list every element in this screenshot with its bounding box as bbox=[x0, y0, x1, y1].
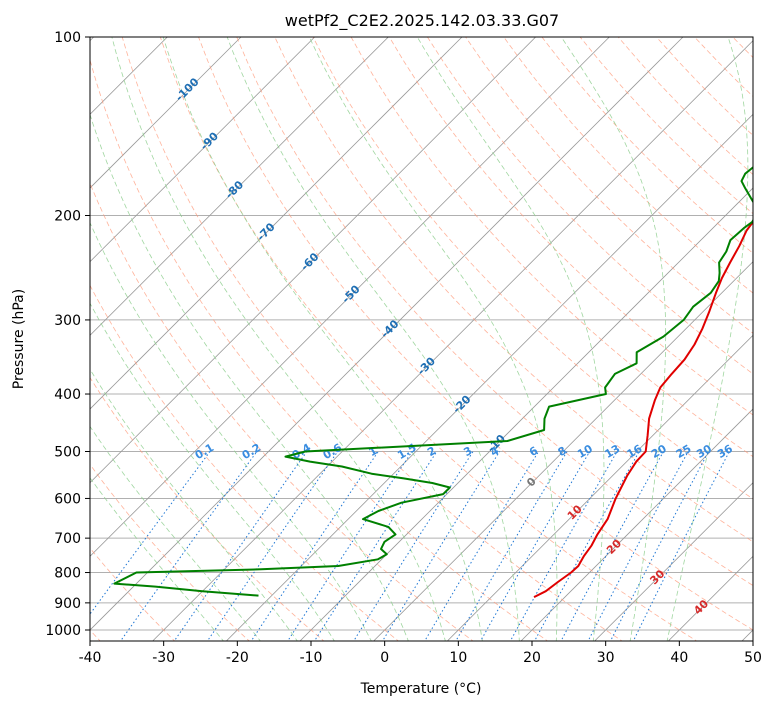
moist-adiabat-line bbox=[226, 37, 520, 641]
mixing-ratio-line bbox=[119, 451, 258, 641]
profile-lines bbox=[113, 166, 753, 598]
y-tick-label: 300 bbox=[54, 313, 81, 329]
mixing-ratio-line bbox=[353, 451, 474, 641]
isotherm-line bbox=[520, 408, 753, 641]
dry-adiabat-line bbox=[503, 37, 753, 294]
mixing-ratio-line bbox=[560, 451, 664, 641]
x-tick-label: 30 bbox=[597, 650, 615, 666]
mixing-ratio-line bbox=[287, 451, 413, 641]
dry-adiabat-line bbox=[121, 37, 623, 641]
y-tick-label: 500 bbox=[54, 444, 81, 460]
isotherm-line bbox=[90, 37, 315, 263]
moist-adiabat-line bbox=[416, 37, 605, 641]
isotherm-line bbox=[225, 113, 753, 641]
moist-adiabat-line bbox=[90, 368, 298, 641]
y-axis-label: Pressure (hPa) bbox=[11, 289, 27, 389]
dry-adiabat-line bbox=[427, 37, 753, 375]
isotherm-line bbox=[152, 40, 753, 641]
y-tick-label: 1000 bbox=[45, 623, 81, 639]
mixing-ratio-line bbox=[632, 451, 730, 641]
isotherm-line bbox=[594, 482, 753, 641]
dry-adiabat-line bbox=[159, 37, 698, 641]
y-tick-label: 100 bbox=[54, 30, 81, 46]
mixing-ratio-line bbox=[424, 451, 539, 641]
dry-adiabat-line bbox=[90, 182, 474, 641]
moist-adiabat-line bbox=[90, 113, 409, 641]
dry-adiabat-line bbox=[198, 37, 753, 631]
dry-adiabat-line bbox=[90, 58, 549, 641]
x-axis-label: Temperature (°C) bbox=[360, 681, 482, 697]
mixing-ratio-line bbox=[313, 451, 438, 641]
mixing-ratio-line bbox=[250, 451, 379, 641]
mixing-ratio-line bbox=[509, 451, 618, 641]
isotherm-line bbox=[90, 37, 242, 189]
dry-adiabat-line bbox=[90, 463, 250, 641]
isotherm-line bbox=[90, 37, 536, 484]
dry-adiabat-line bbox=[312, 37, 753, 500]
mixing-ratio-line bbox=[587, 451, 689, 641]
dry-adiabat-line bbox=[90, 547, 176, 641]
x-tick-label: 40 bbox=[670, 650, 688, 666]
isotherm-line bbox=[373, 261, 753, 641]
chart-title: wetPf2_C2E2.2025.142.03.33.G07 bbox=[285, 11, 559, 31]
y-tick-label: 800 bbox=[54, 566, 81, 582]
y-tick-label: 900 bbox=[54, 596, 81, 612]
moist-adiabat-line bbox=[308, 37, 558, 641]
y-axis-ticks: 100 200 300 400 500 600 700 800 900 1000 bbox=[45, 30, 90, 639]
moist-adiabat-line bbox=[666, 37, 749, 641]
temperature-profile-line bbox=[533, 220, 753, 598]
x-tick-label: -40 bbox=[79, 650, 102, 666]
x-tick-label: 50 bbox=[744, 650, 762, 666]
mixing-ratio-line bbox=[381, 451, 501, 641]
mixing-ratio-line bbox=[533, 451, 640, 641]
x-tick-label: -30 bbox=[152, 650, 175, 666]
isotherm-line bbox=[90, 37, 389, 336]
moist-adiabat-line bbox=[90, 302, 335, 641]
mixing-ratio-line bbox=[90, 451, 211, 615]
moist-adiabat-line bbox=[90, 425, 261, 641]
x-axis-ticks: -40 -30 -20 -10 0 10 20 30 40 50 bbox=[79, 641, 762, 666]
isotherm-line bbox=[90, 37, 684, 631]
mixing-ratio-line bbox=[173, 451, 308, 641]
x-tick-label: -10 bbox=[300, 650, 323, 666]
x-tick-label: 20 bbox=[523, 650, 541, 666]
moist-adiabat-line bbox=[90, 477, 224, 641]
isotherm-line bbox=[446, 334, 753, 641]
x-tick-label: -20 bbox=[226, 650, 249, 666]
dry-adiabat-line bbox=[388, 37, 753, 416]
dry-adiabat-line bbox=[90, 284, 399, 641]
dry-adiabat-line bbox=[90, 376, 325, 641]
plot-frame bbox=[89, 36, 754, 642]
mixing-ratio-line bbox=[206, 451, 339, 641]
isotherm-line bbox=[90, 37, 463, 410]
moist-adiabat-line bbox=[162, 37, 483, 641]
x-tick-label: 0 bbox=[380, 650, 389, 666]
y-tick-label: 700 bbox=[54, 531, 81, 547]
y-tick-label: 400 bbox=[54, 387, 81, 403]
dry-adiabat-line bbox=[236, 37, 753, 586]
x-tick-label: 10 bbox=[449, 650, 467, 666]
background-lines bbox=[90, 37, 753, 641]
isotherm-line bbox=[90, 37, 610, 557]
moist-adiabat-line bbox=[111, 37, 446, 641]
y-tick-label: 200 bbox=[54, 209, 81, 225]
moist-adiabat-line bbox=[90, 221, 372, 641]
dewpoint-profile-line bbox=[113, 166, 753, 597]
y-tick-label: 600 bbox=[54, 491, 81, 507]
moist-adiabat-line bbox=[560, 37, 667, 641]
